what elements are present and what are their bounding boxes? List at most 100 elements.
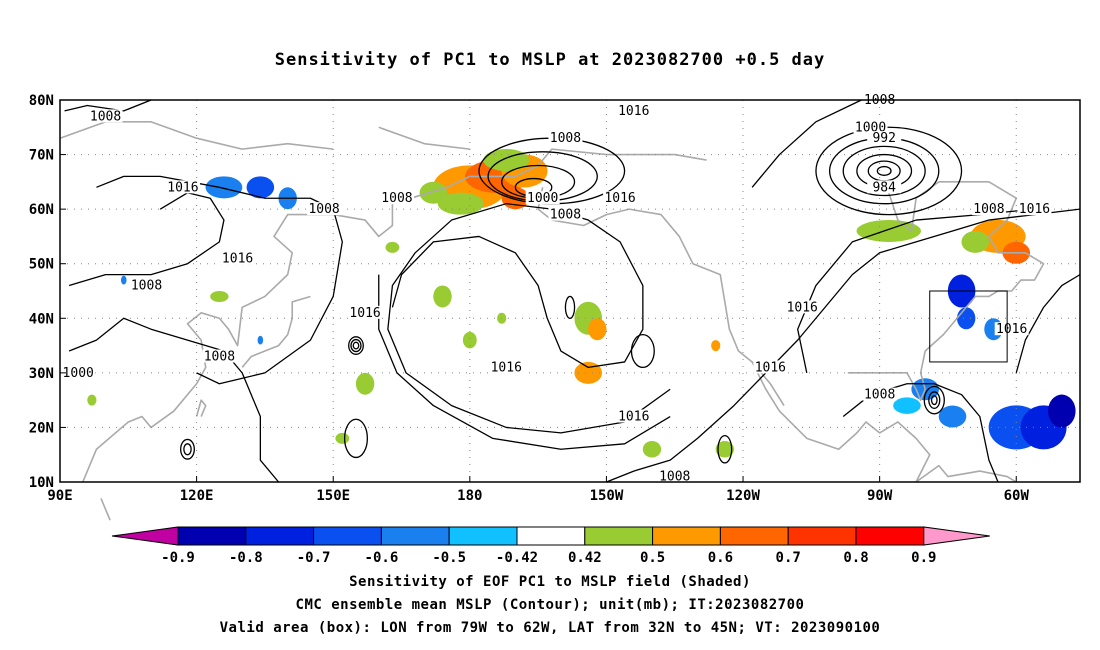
colorbar-segment bbox=[313, 526, 382, 546]
contour-label: 1008 bbox=[550, 131, 581, 146]
contour-label-bg bbox=[129, 278, 164, 292]
colorbar-label: 0.8 bbox=[843, 550, 868, 566]
contour-label: 1008 bbox=[550, 208, 581, 223]
pressure-contour bbox=[867, 160, 901, 182]
contour-label: 1016 bbox=[755, 360, 786, 375]
shading-patch bbox=[437, 192, 484, 215]
contour-label-bg bbox=[61, 365, 96, 379]
shading-patch bbox=[257, 335, 264, 345]
footer-line-2: CMC ensemble mean MSLP (Contour); unit(m… bbox=[295, 597, 805, 613]
colorbar-arrow-low bbox=[111, 526, 179, 546]
colorbar-segment bbox=[719, 526, 789, 546]
contour-label: 1008 bbox=[864, 388, 895, 403]
pressure-contour bbox=[352, 341, 360, 350]
latitude-tick-label: 30N bbox=[29, 366, 54, 382]
pressure-contour bbox=[928, 391, 941, 409]
contour-label-bg bbox=[1017, 202, 1052, 216]
mslp-contours bbox=[64, 99, 1081, 483]
contour-label: 1016 bbox=[996, 322, 1027, 337]
shading-patch bbox=[385, 241, 400, 253]
contour-label: 1016 bbox=[167, 180, 198, 195]
coastline-segment bbox=[915, 464, 1017, 483]
footer-line-1: Sensitivity of EOF PC1 to MSLP field (Sh… bbox=[349, 574, 751, 590]
contour-label: 1016 bbox=[618, 410, 649, 425]
pressure-contour bbox=[876, 165, 892, 176]
contour-label: 1016 bbox=[787, 300, 818, 315]
shading-patch bbox=[433, 285, 452, 308]
shading-patch bbox=[711, 340, 721, 352]
colorbar-segment bbox=[787, 526, 857, 546]
colorbar-segment bbox=[380, 526, 450, 546]
contour-label-bg bbox=[862, 387, 897, 401]
colorbar-arrow-high bbox=[923, 526, 990, 546]
colorbar-segment bbox=[448, 526, 518, 546]
latitude-tick-label: 50N bbox=[29, 257, 54, 273]
contour-label: 1000 bbox=[527, 191, 558, 206]
colorbar-label: -0.5 bbox=[432, 550, 466, 566]
shading-patch bbox=[483, 149, 530, 172]
contour-label-bg bbox=[616, 409, 651, 423]
contour-label: 984 bbox=[872, 180, 896, 195]
latitude-tick-label: 80N bbox=[29, 93, 54, 109]
colorbar-label: 0.6 bbox=[708, 550, 733, 566]
longitude-tick-label: 60W bbox=[1004, 488, 1030, 504]
colorbar-label: -0.7 bbox=[297, 550, 331, 566]
contour-label-bg bbox=[971, 202, 1006, 216]
contour-label-bg bbox=[753, 360, 788, 374]
colorbar-segment bbox=[177, 526, 247, 546]
contour-label: 1016 bbox=[349, 306, 380, 321]
contour-label: 1008 bbox=[308, 202, 339, 217]
shading-patch bbox=[87, 394, 97, 406]
latitude-tick-label: 60N bbox=[29, 202, 54, 218]
longitude-tick-label: 120E bbox=[180, 488, 214, 504]
contour-label-bg bbox=[379, 191, 414, 205]
coastline-segment bbox=[537, 187, 931, 483]
pressure-contour bbox=[1015, 274, 1081, 374]
shading-patch bbox=[956, 307, 976, 330]
contour-label: 1016 bbox=[604, 191, 635, 206]
shading-patch bbox=[462, 331, 477, 349]
contour-label: 1000 bbox=[63, 366, 94, 381]
pressure-contour bbox=[630, 333, 655, 369]
shading-patch bbox=[642, 441, 662, 458]
pressure-contour bbox=[378, 274, 671, 450]
colorbar-segment bbox=[516, 526, 586, 546]
coastline-segment bbox=[82, 148, 707, 483]
contour-label-bg bbox=[489, 360, 524, 374]
colorbar-label: -0.8 bbox=[229, 550, 263, 566]
contour-label: 1016 bbox=[618, 104, 649, 119]
latitude-tick-label: 10N bbox=[29, 475, 54, 491]
colorbar-segment bbox=[245, 526, 315, 546]
longitude-tick-label: 180 bbox=[457, 488, 482, 504]
longitude-tick-label: 90E bbox=[47, 488, 72, 504]
pressure-contour bbox=[343, 418, 369, 459]
shading-patch bbox=[588, 318, 607, 341]
colorbar-label: -0.9 bbox=[161, 550, 195, 566]
shading-patch bbox=[355, 372, 375, 395]
map-frame bbox=[59, 99, 1081, 483]
contour-label: 992 bbox=[872, 131, 895, 146]
shading-patch bbox=[335, 432, 350, 444]
contour-label: 1008 bbox=[973, 202, 1004, 217]
pressure-contour bbox=[183, 443, 192, 456]
pressure-contour bbox=[350, 338, 362, 353]
pressure-contour bbox=[180, 438, 195, 460]
coastline-segment bbox=[100, 498, 111, 521]
longitude-tick-label: 120W bbox=[726, 488, 760, 504]
coastline-segment bbox=[195, 399, 207, 417]
contour-label-bg bbox=[867, 180, 902, 194]
contour-label: 1008 bbox=[131, 279, 162, 294]
pressure-contour bbox=[842, 145, 926, 197]
contour-label-bg bbox=[785, 300, 820, 314]
figure-title: Sensitivity of PC1 to MSLP at 2023082700… bbox=[274, 50, 826, 70]
contour-label-bg bbox=[994, 322, 1029, 336]
contour-label: 1016 bbox=[1019, 202, 1050, 217]
longitude-tick-label: 90W bbox=[867, 488, 893, 504]
colorbar-segment bbox=[855, 526, 925, 546]
contour-labels: 1008 1016 1008 1016 1008 1008 1000 1008 1016 1008… bbox=[61, 93, 1052, 485]
pressure-contour bbox=[564, 295, 576, 319]
colorbar-label: 0.5 bbox=[640, 550, 665, 566]
contour-label: 1016 bbox=[491, 360, 522, 375]
